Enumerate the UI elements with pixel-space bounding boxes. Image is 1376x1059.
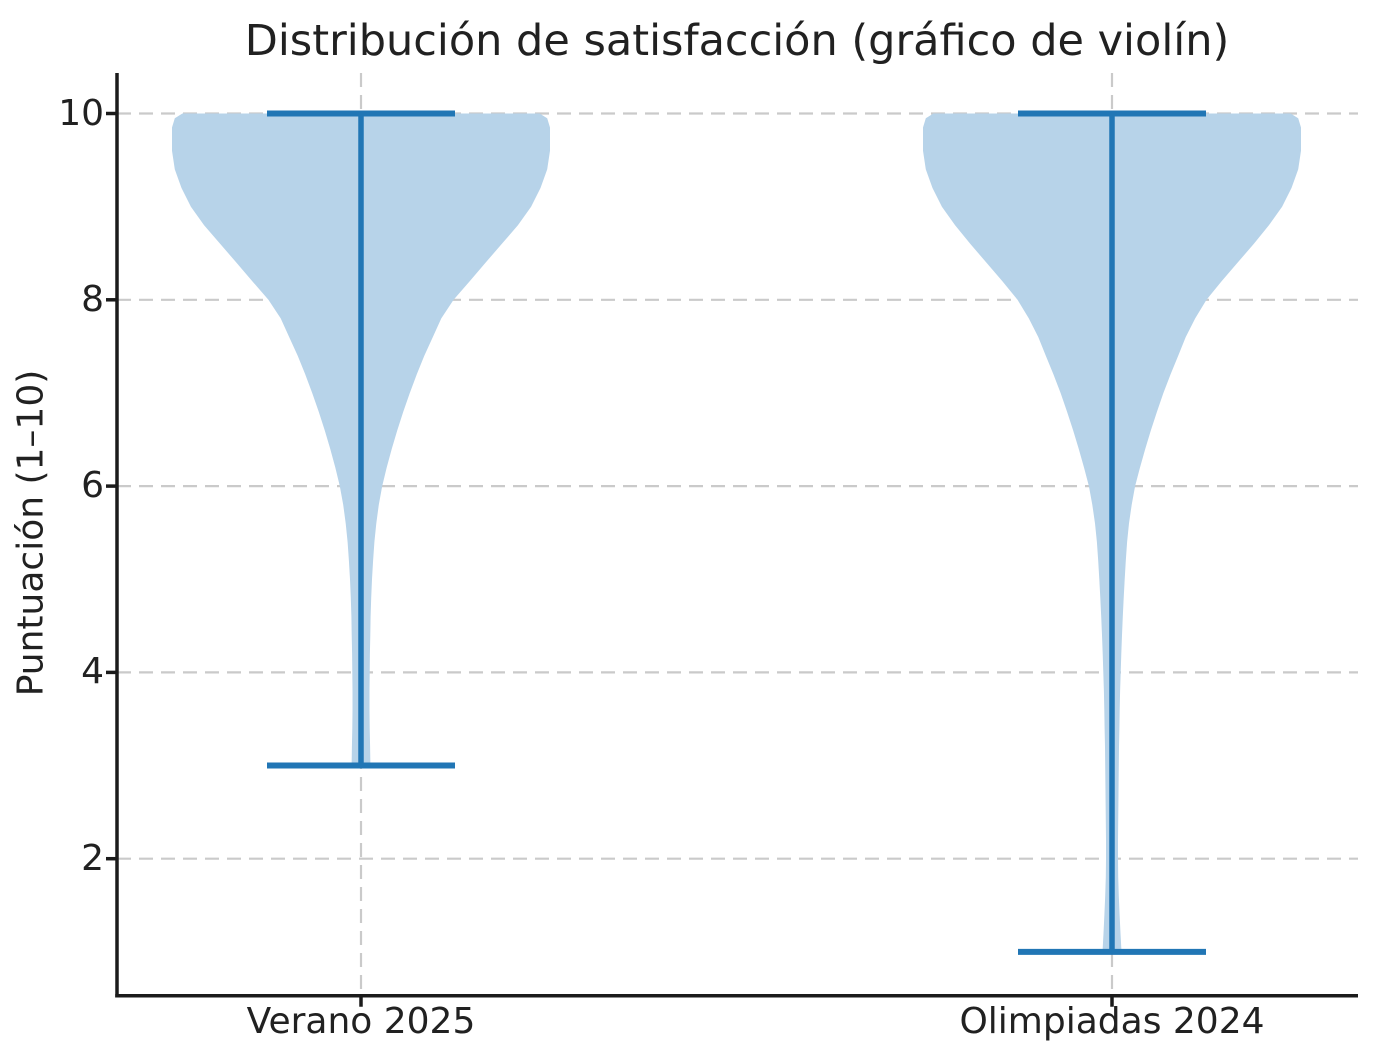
y-tick-label: 8 [81,278,104,320]
chart-title: Distribución de satisfacción (gráfico de… [244,16,1230,66]
x-tick-label-verano-2025: Verano 2025 [246,1001,476,1042]
y-tick-label: 6 [81,465,104,507]
y-tick-label: 2 [81,837,104,879]
x-tick-label-olimpiadas-2024: Olimpiadas 2024 [959,1001,1265,1042]
y-tick-label: 10 [58,92,104,134]
y-tick-label: 4 [81,651,104,693]
